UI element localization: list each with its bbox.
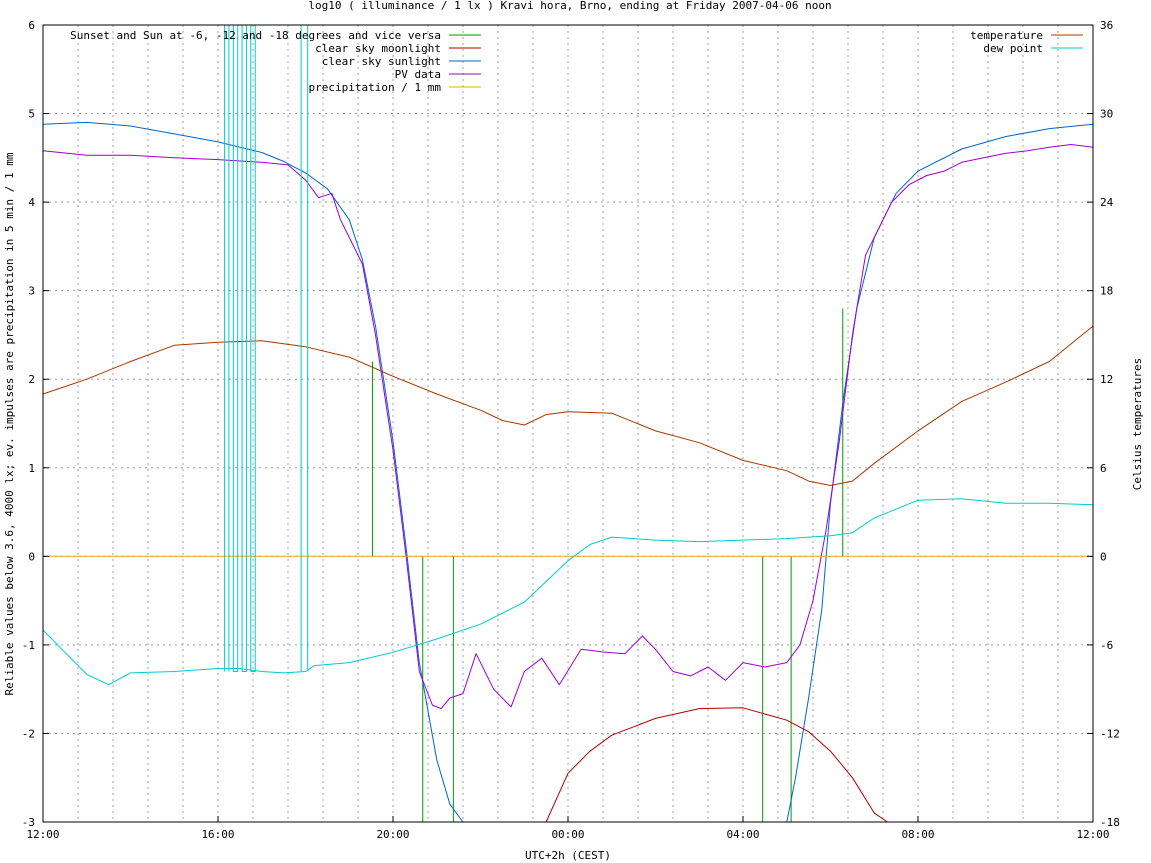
y-axis-left-label: Reliable values below 3.6, 4000 lx; ev. … (3, 152, 16, 695)
chart-title: log10 ( illuminance / 1 lx ) Kravi hora,… (308, 0, 831, 12)
y-right-tick-label: 30 (1100, 108, 1113, 121)
y-left-tick-label: 3 (28, 285, 35, 298)
y-right-tick-label: -18 (1100, 816, 1120, 829)
x-tick-label: 04:00 (726, 828, 759, 841)
series-line-dew-point (42, 498, 1094, 686)
x-tick-label: 12:00 (26, 828, 59, 841)
legend-label: Sunset and Sun at -6, -12 and -18 degree… (70, 29, 441, 42)
y-right-tick-label: 24 (1100, 196, 1114, 209)
y-right-tick-label: 18 (1100, 285, 1113, 298)
y-left-tick-label: -1 (22, 639, 35, 652)
axes: -3 -18 -2 -12 -1 -6 0 0 1 6 2 12 3 18 4 24 5 30 6 36 12:00 16… (22, 19, 1120, 841)
x-tick-label: 08:00 (901, 828, 934, 841)
y-left-tick-label: -2 (22, 727, 35, 740)
series-line-pv-data (42, 144, 1094, 710)
series-line-clear-sky-moonlight (545, 707, 888, 823)
x-tick-label: 00:00 (551, 828, 584, 841)
y-left-tick-label: -3 (22, 816, 35, 829)
x-tick-label: 12:00 (1076, 828, 1109, 841)
legend-label: dew point (983, 42, 1043, 55)
y-left-tick-label: 4 (28, 196, 35, 209)
plot-area (42, 24, 1094, 823)
grid (43, 25, 1093, 822)
series-line-clear-sky-sunlight (42, 121, 1094, 823)
y-axis-right-label: Celsius temperatures (1131, 358, 1144, 490)
x-tick-label: 20:00 (376, 828, 409, 841)
x-tick-label: 16:00 (201, 828, 234, 841)
series-line-temperature (42, 325, 1094, 486)
legend-label: clear sky moonlight (315, 42, 441, 55)
y-left-tick-label: 5 (28, 108, 35, 121)
y-right-tick-label: 36 (1100, 19, 1113, 32)
legend-label: precipitation / 1 mm (309, 81, 442, 94)
x-axis-label: UTC+2h (CEST) (525, 849, 611, 862)
legend-label: clear sky sunlight (322, 55, 441, 68)
y-right-tick-label: 6 (1100, 462, 1107, 475)
legend: Sunset and Sun at -6, -12 and -18 degree… (70, 29, 1083, 94)
y-right-tick-label: 12 (1100, 373, 1113, 386)
plot-frame (42, 24, 1094, 823)
y-left-tick-label: 1 (28, 462, 35, 475)
y-right-tick-label: -6 (1100, 639, 1113, 652)
y-left-tick-label: 0 (28, 550, 35, 563)
y-left-tick-label: 6 (28, 19, 35, 32)
y-right-tick-label: -12 (1100, 727, 1120, 740)
legend-label: PV data (395, 68, 441, 81)
series-line-dew-point-spikes (224, 24, 309, 672)
y-right-tick-label: 0 (1100, 550, 1107, 563)
y-left-tick-label: 2 (28, 373, 35, 386)
legend-label: temperature (970, 29, 1043, 42)
